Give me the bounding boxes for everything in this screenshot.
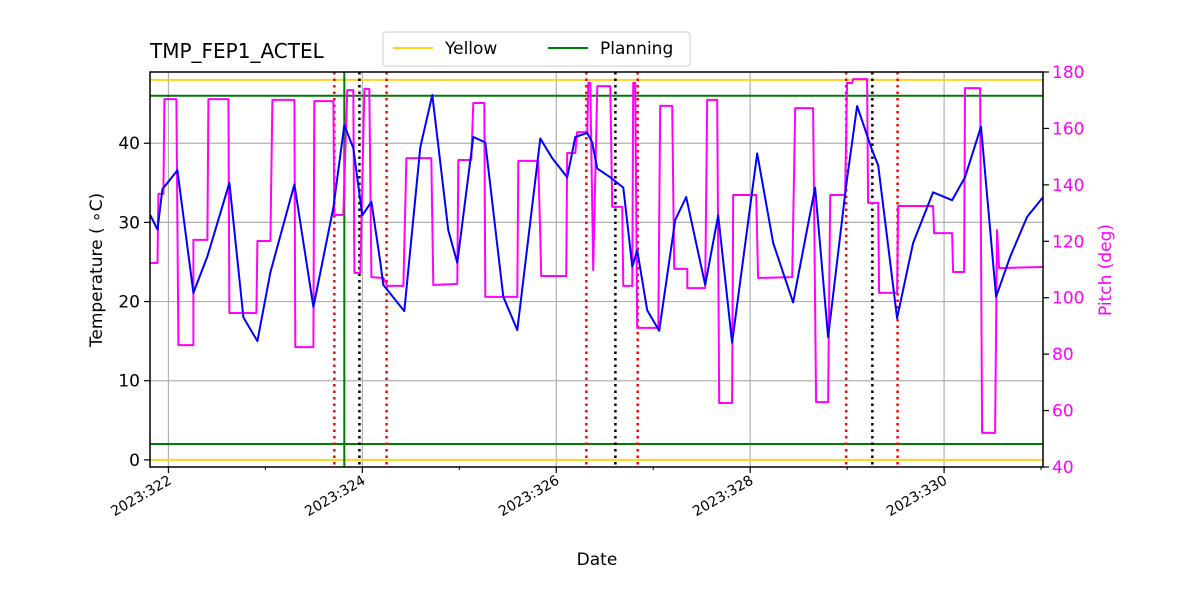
y-tick-label: 10	[118, 372, 140, 392]
legend-label-planning: Planning	[600, 39, 673, 59]
chart-title: TMP_FEP1_ACTEL	[149, 39, 325, 63]
y2-tick-label: 60	[1052, 402, 1074, 422]
legend: Yellow Planning	[382, 31, 691, 67]
y2-tick-label: 40	[1052, 458, 1074, 478]
y-tick-label: 30	[118, 213, 140, 233]
y-tick-label: 20	[118, 293, 140, 313]
series-group	[150, 78, 1043, 434]
y2-tick-label: 160	[1052, 119, 1084, 139]
pitch-series-line	[150, 78, 1043, 434]
y-tick-label: 0	[129, 451, 140, 471]
legend-box	[382, 31, 691, 67]
y2-tick-label: 80	[1052, 345, 1074, 365]
y-tick-label: 40	[118, 134, 140, 154]
y2-tick-label: 140	[1052, 176, 1084, 196]
x-axis-label: Date	[577, 550, 618, 570]
legend-label-yellow: Yellow	[444, 39, 497, 59]
y-axis-label: Temperature ( ∘C)	[87, 193, 107, 348]
y2-tick-label: 120	[1052, 232, 1084, 252]
temperature-series-line	[150, 94, 1043, 344]
y2-axis-label: Pitch (deg)	[1096, 224, 1116, 316]
y2-tick-label: 180	[1052, 63, 1084, 83]
y2-tick-label: 100	[1052, 289, 1084, 309]
plot-frame	[149, 71, 1044, 468]
